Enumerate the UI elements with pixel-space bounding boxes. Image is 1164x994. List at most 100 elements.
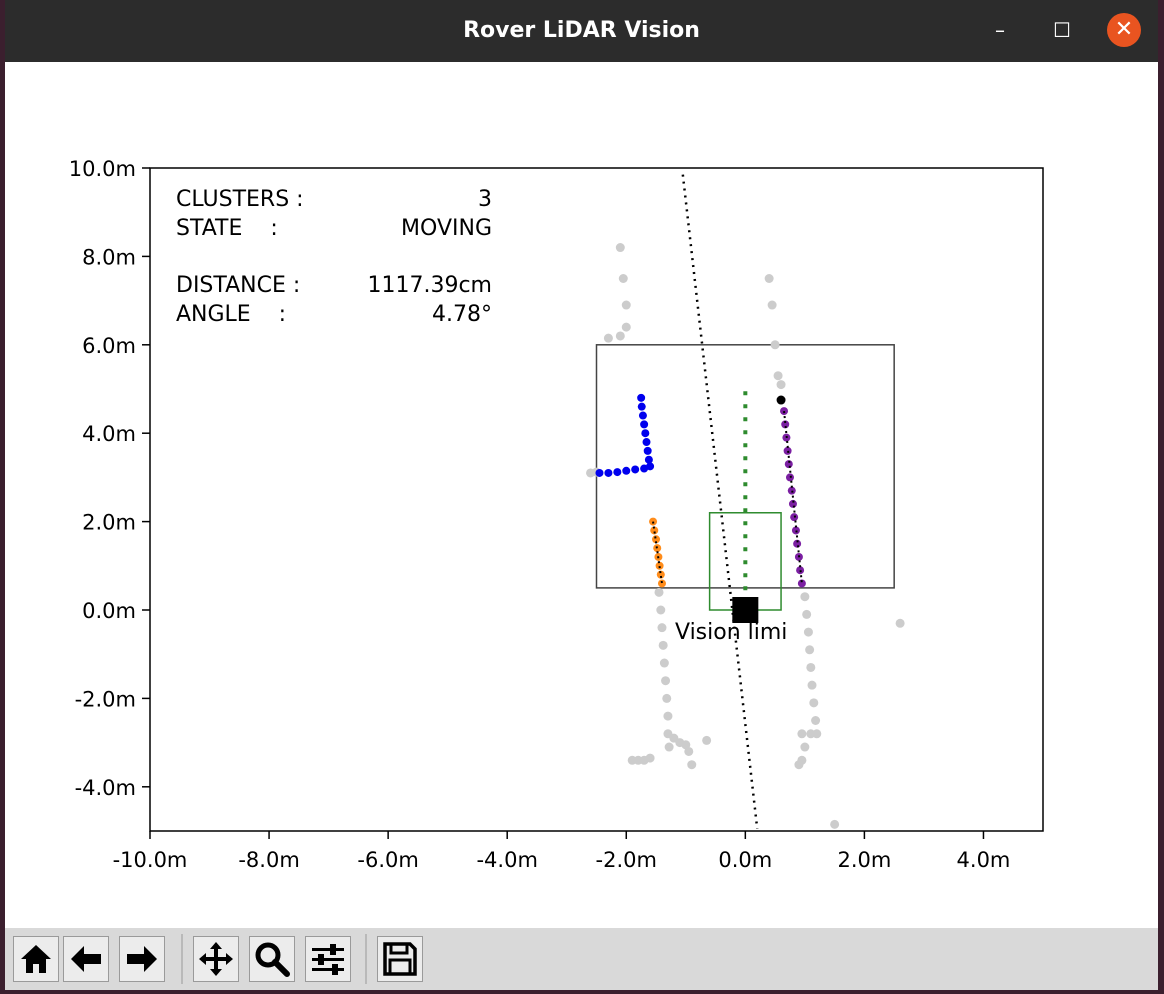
move-icon bbox=[199, 942, 233, 976]
background-point bbox=[664, 742, 674, 752]
x-tick-label: -8.0m bbox=[238, 848, 299, 872]
forward-button[interactable] bbox=[119, 936, 165, 982]
y-tick-label: -4.0m bbox=[75, 776, 136, 800]
x-tick-label: -6.0m bbox=[357, 848, 418, 872]
y-tick-label: 10.0m bbox=[69, 157, 136, 181]
axes-frame bbox=[149, 167, 1044, 832]
cluster-blue-point bbox=[604, 468, 613, 477]
close-button[interactable]: ✕ bbox=[1107, 13, 1141, 47]
heading-line bbox=[681, 174, 759, 829]
lidar-plot[interactable]: -10.0m -8.0m -6.0m -4.0m -2.0m 0.0m 2.0m 4.0m 10… bbox=[5, 62, 1158, 928]
background-point bbox=[807, 680, 817, 690]
y-tick-label: 0.0m bbox=[82, 599, 136, 623]
cluster-orange-point bbox=[649, 517, 658, 526]
cluster-blue-point bbox=[637, 393, 646, 402]
state-value: MOVING bbox=[401, 216, 492, 241]
background-point bbox=[627, 755, 637, 765]
angle-label: ANGLE : bbox=[176, 302, 286, 327]
cluster-centroid-marker bbox=[776, 395, 786, 405]
cluster-blue-point bbox=[631, 465, 640, 474]
plot-area[interactable]: -10.0m -8.0m -6.0m -4.0m -2.0m 0.0m 2.0m 4.0m 10… bbox=[5, 62, 1158, 928]
angle-value: 4.78° bbox=[432, 302, 492, 327]
maximize-button[interactable]: ☐ bbox=[1053, 18, 1071, 42]
x-tick-label: -10.0m bbox=[113, 848, 188, 872]
state-label: STATE : bbox=[176, 216, 278, 241]
y-tick-label: 2.0m bbox=[82, 511, 136, 535]
background-point bbox=[684, 746, 694, 756]
background-point bbox=[687, 760, 697, 770]
background-point bbox=[800, 592, 810, 602]
cluster-purple-point bbox=[797, 579, 806, 588]
background-point bbox=[830, 819, 840, 829]
cluster-blue-point bbox=[640, 464, 649, 473]
toolbar-separator bbox=[365, 934, 367, 984]
background-point bbox=[797, 729, 807, 739]
background-point bbox=[621, 322, 631, 332]
arrow-left-icon bbox=[71, 946, 101, 972]
zoom-button[interactable] bbox=[249, 936, 295, 982]
home-icon bbox=[21, 945, 51, 973]
background-point bbox=[895, 618, 905, 628]
background-point bbox=[658, 640, 668, 650]
background-point bbox=[615, 331, 625, 341]
distance-label: DISTANCE : bbox=[176, 273, 300, 298]
cluster-blue-point bbox=[595, 468, 604, 477]
save-button[interactable] bbox=[377, 936, 423, 982]
pan-button[interactable] bbox=[193, 936, 239, 982]
background-point bbox=[621, 300, 631, 310]
back-button[interactable] bbox=[63, 936, 109, 982]
background-point bbox=[806, 729, 816, 739]
cluster-orange-point bbox=[652, 535, 661, 544]
vision-limit-label: Vision limi bbox=[675, 620, 787, 645]
configure-button[interactable] bbox=[305, 936, 351, 982]
x-tick-label: 4.0m bbox=[957, 848, 1011, 872]
cluster-purple-point bbox=[781, 420, 790, 429]
cluster-blue-point bbox=[638, 411, 647, 420]
cluster-blue-point bbox=[637, 402, 646, 411]
background-point bbox=[806, 662, 816, 672]
arrow-right-icon bbox=[127, 946, 157, 972]
cluster-blue-point bbox=[642, 438, 651, 447]
y-tick-label: 6.0m bbox=[82, 334, 136, 358]
cluster-blue-point bbox=[644, 455, 653, 464]
cluster-purple-point bbox=[787, 486, 796, 495]
cluster-orange-point bbox=[657, 579, 666, 588]
background-point bbox=[702, 735, 712, 745]
background-point bbox=[659, 658, 669, 668]
cluster-purple-fit-line bbox=[783, 410, 803, 584]
cluster-blue-point bbox=[622, 466, 631, 475]
background-point bbox=[773, 371, 783, 381]
y-tick-label: -2.0m bbox=[75, 687, 136, 711]
cluster-orange-fit-line bbox=[652, 521, 663, 584]
background-point bbox=[803, 627, 813, 637]
background-point bbox=[794, 760, 804, 770]
distance-value: 1117.39cm bbox=[367, 273, 492, 298]
x-tick-label: 0.0m bbox=[718, 848, 772, 872]
title-bar: Rover LiDAR Vision – ☐ ✕ bbox=[5, 0, 1158, 62]
background-point bbox=[657, 623, 667, 633]
x-tick-label: -4.0m bbox=[476, 848, 537, 872]
background-point bbox=[811, 716, 821, 725]
cluster-blue-point bbox=[643, 446, 652, 455]
cluster-orange-point bbox=[655, 561, 664, 570]
sliders-icon bbox=[312, 944, 344, 975]
home-button[interactable] bbox=[13, 936, 59, 982]
cluster-blue-point bbox=[640, 420, 649, 429]
cluster-purple-point bbox=[783, 446, 792, 455]
floppy-disk-icon bbox=[383, 942, 417, 976]
clusters-label: CLUSTERS : bbox=[176, 187, 304, 212]
cluster-blue-point bbox=[641, 429, 650, 438]
cluster-purple-point bbox=[796, 566, 805, 575]
background-point bbox=[656, 605, 666, 615]
background-point bbox=[767, 300, 777, 310]
cluster-purple-point bbox=[788, 499, 797, 508]
y-tick-label: 8.0m bbox=[82, 245, 136, 269]
background-point bbox=[776, 380, 786, 390]
cluster-blue-point bbox=[613, 468, 622, 477]
cluster-purple-point bbox=[791, 526, 800, 535]
minimize-button[interactable]: – bbox=[995, 18, 1005, 42]
cluster-purple-point bbox=[784, 460, 793, 469]
clusters-value: 3 bbox=[478, 187, 492, 212]
plot-toolbar bbox=[5, 928, 1158, 990]
background-point bbox=[764, 274, 774, 283]
